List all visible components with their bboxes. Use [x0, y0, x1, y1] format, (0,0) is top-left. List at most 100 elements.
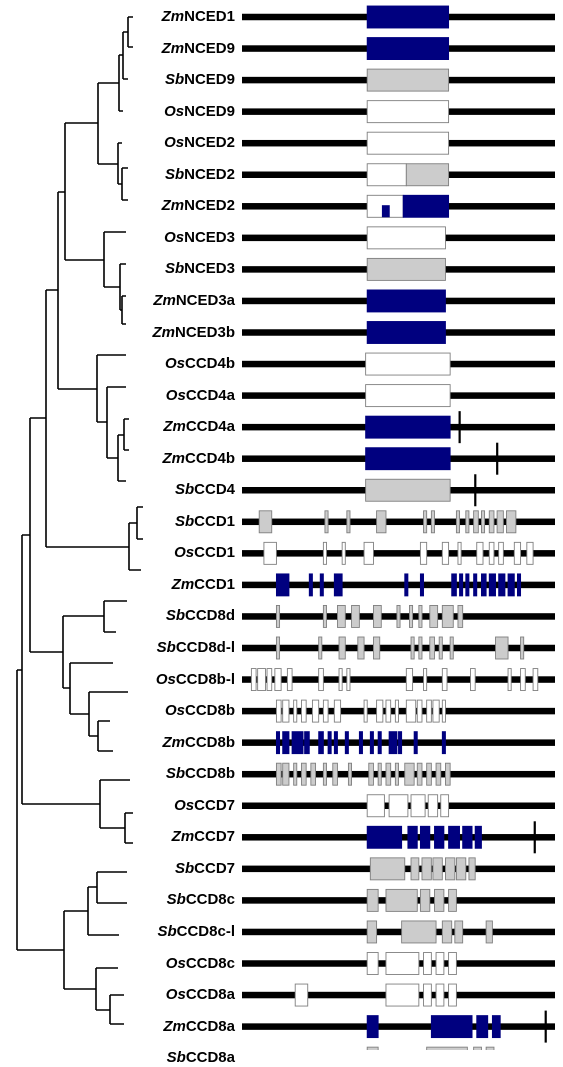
gene-label: OsCCD8c — [166, 955, 235, 973]
gene-label: ZmNCED3a — [153, 292, 235, 310]
gene-suffix: NCED2 — [184, 165, 235, 183]
gene-suffix: CCD7 — [194, 828, 235, 846]
exon-box — [426, 1046, 468, 1050]
exon-box — [404, 762, 415, 786]
exon-box — [282, 731, 290, 755]
exon-box — [366, 952, 379, 975]
intron-tick — [533, 821, 536, 854]
exon-box — [366, 289, 446, 313]
species-prefix: Os — [165, 986, 186, 1004]
gene-label: SbCCD7 — [175, 860, 235, 878]
gene-row — [242, 605, 555, 628]
gene-label: OsCCD1 — [174, 544, 235, 562]
exon-box — [275, 605, 281, 628]
gene-suffix: CCD4 — [194, 481, 235, 499]
exon-box — [485, 920, 493, 944]
exon-box — [434, 825, 445, 849]
gene-label: OsCCD7 — [174, 797, 235, 815]
gene-suffix: CCD1 — [194, 512, 235, 530]
exon-box — [373, 636, 381, 660]
exon-box — [421, 857, 432, 881]
exon-box — [322, 699, 329, 723]
gene-label: SbNCED9 — [165, 71, 235, 89]
exon-box — [448, 825, 460, 849]
exon-box — [432, 857, 443, 881]
gene-suffix: NCED3 — [184, 228, 235, 246]
exon-box — [473, 573, 478, 597]
exon-box — [388, 794, 409, 818]
gene-row — [242, 100, 555, 124]
species-prefix: Zm — [161, 197, 185, 215]
gene-suffix: NCED1 — [184, 8, 235, 25]
species-prefix: Os — [174, 544, 195, 562]
species-prefix: Sb — [165, 765, 185, 783]
exon-box — [423, 668, 428, 691]
gene-row — [242, 699, 555, 723]
exon-box — [376, 510, 387, 534]
gene-label: SbCCD8c — [167, 891, 235, 909]
gene-row — [242, 636, 555, 660]
exon-box — [410, 636, 415, 660]
exon-box — [333, 699, 342, 723]
exon-box — [430, 510, 435, 534]
exon-box — [465, 510, 470, 534]
gene-backbone — [242, 928, 555, 936]
exon-box — [357, 636, 365, 660]
exon-box — [373, 605, 382, 628]
gene-row — [242, 541, 555, 565]
exon-box — [430, 1015, 473, 1039]
exon-box — [507, 573, 515, 597]
gene-label: SbCCD8b — [166, 765, 235, 783]
exon-box — [468, 857, 476, 881]
exon-box — [366, 1046, 379, 1050]
exon-box — [388, 731, 398, 755]
exon-box — [366, 825, 403, 849]
species-prefix: Sb — [165, 607, 185, 625]
gene-suffix: CCD8a — [185, 1017, 235, 1035]
exon-box — [347, 762, 353, 786]
gene-backbone — [242, 676, 555, 683]
exon-box — [365, 478, 451, 502]
exon-box — [365, 447, 451, 471]
gene-label: OsCCD4b — [165, 355, 235, 373]
gene-suffix: NCED3b — [174, 323, 235, 341]
exon-box — [366, 226, 446, 250]
gene-row — [242, 821, 555, 854]
exon-box — [476, 541, 484, 565]
exon-box — [385, 699, 392, 723]
exon-box — [423, 510, 428, 534]
exon-box — [282, 699, 290, 723]
exon-box — [322, 541, 327, 565]
exon-box — [407, 825, 418, 849]
gene-suffix: CCD1 — [194, 575, 235, 593]
species-prefix: Zm — [163, 1017, 186, 1035]
species-prefix: Os — [164, 355, 185, 373]
gene-backbone — [242, 644, 555, 652]
exon-box — [441, 605, 454, 628]
species-prefix: Os — [164, 228, 185, 246]
gene-label: ZmCCD4a — [163, 418, 235, 436]
species-prefix: Sb — [174, 481, 195, 499]
species-prefix: Os — [164, 702, 185, 720]
exon-box — [462, 825, 473, 849]
exon-box — [432, 699, 440, 723]
exon-box — [419, 825, 431, 849]
exon-box — [310, 762, 317, 786]
gene-suffix: CCD8a — [185, 1049, 235, 1067]
gene-label: ZmNCED3b — [152, 324, 235, 342]
exon-box — [441, 699, 446, 723]
gene-suffix: CCD7 — [194, 796, 235, 814]
exon-box — [506, 510, 517, 534]
gene-row — [242, 762, 555, 786]
gene-row — [242, 573, 555, 597]
exon-box — [413, 731, 418, 755]
exon-box — [366, 920, 378, 944]
gene-row — [242, 794, 555, 818]
exon-box — [275, 636, 281, 660]
species-prefix: Sb — [166, 1049, 186, 1067]
exon-box — [293, 699, 298, 723]
gene-label: SbCCD8a — [167, 1049, 235, 1067]
gene-row — [242, 257, 555, 281]
gene-suffix: CCD8a — [185, 986, 235, 1004]
